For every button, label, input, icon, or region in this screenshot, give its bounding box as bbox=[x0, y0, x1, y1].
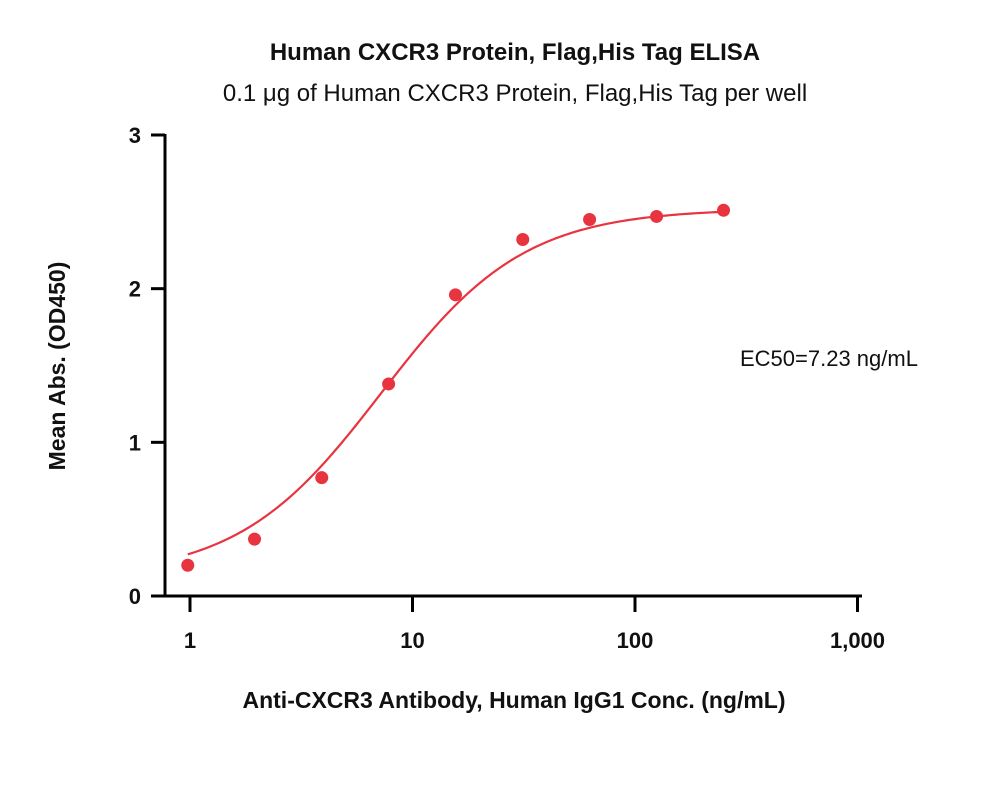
y-axis-label: Mean Abs. (OD450) bbox=[44, 262, 70, 471]
chart-title: Human CXCR3 Protein, Flag,His Tag ELISA bbox=[270, 39, 760, 66]
data-point bbox=[181, 558, 195, 572]
y-tick-label: 3 bbox=[129, 123, 141, 148]
data-point bbox=[248, 532, 262, 546]
y-tick-label: 1 bbox=[129, 430, 141, 455]
data-point bbox=[448, 288, 462, 302]
y-tick-label: 2 bbox=[129, 277, 141, 302]
data-point bbox=[583, 213, 597, 227]
ec50-annotation: EC50=7.23 ng/mL bbox=[740, 346, 918, 371]
y-tick-label: 0 bbox=[129, 584, 141, 609]
data-point bbox=[382, 377, 396, 391]
data-point bbox=[717, 203, 731, 217]
x-tick-label: 1 bbox=[184, 628, 196, 653]
data-points bbox=[181, 203, 731, 572]
x-tick-label: 10 bbox=[400, 628, 424, 653]
x-tick-label: 100 bbox=[617, 628, 654, 653]
fit-curve-layer bbox=[187, 210, 724, 556]
x-tick-label: 1,000 bbox=[830, 628, 885, 653]
x-axis-label: Anti-CXCR3 Antibody, Human IgG1 Conc. (n… bbox=[242, 687, 785, 713]
chart-subtitle: 0.1 μg of Human CXCR3 Protein, Flag,His … bbox=[223, 80, 807, 107]
fit-curve bbox=[187, 210, 724, 556]
axes: 0 1 2 3 1 10 100 1,000 bbox=[129, 123, 885, 653]
data-point bbox=[516, 232, 530, 246]
data-point bbox=[315, 471, 329, 485]
data-point bbox=[650, 209, 664, 223]
